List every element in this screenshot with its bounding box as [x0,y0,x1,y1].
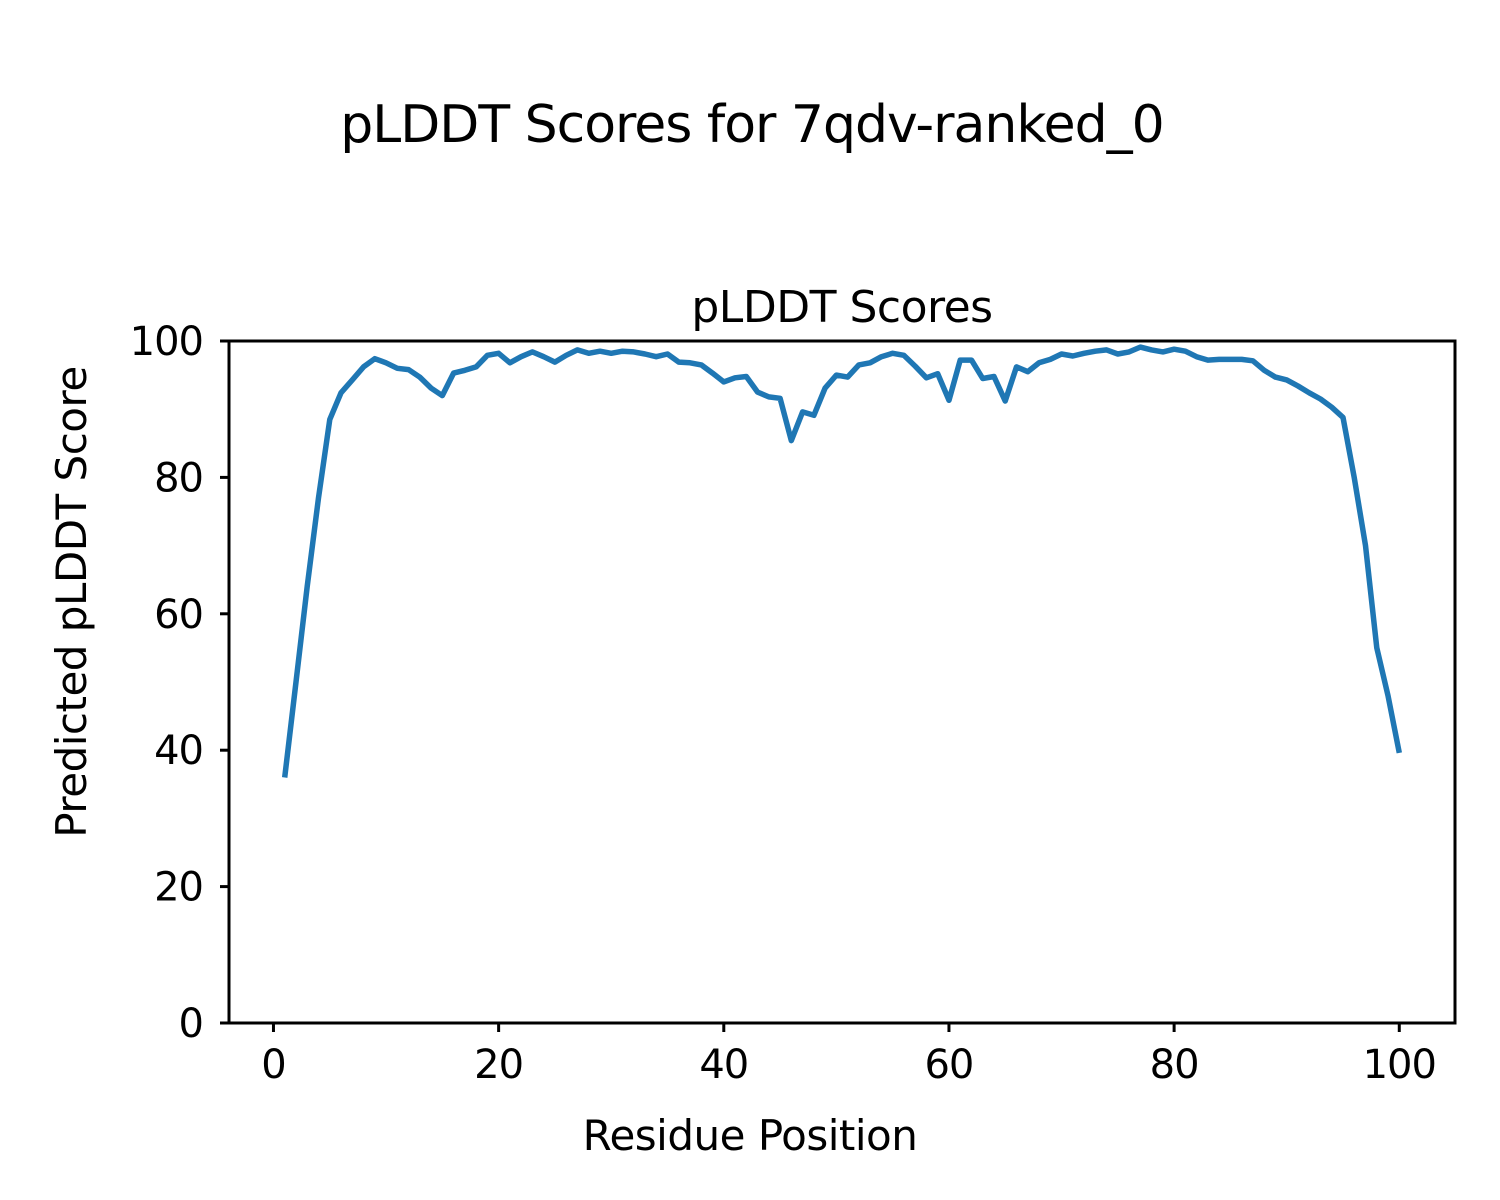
figure-title: pLDDT Scores for 7qdv-ranked_0 [340,95,1163,155]
x-tick-label: 80 [1150,1042,1199,1088]
y-tick-label: 60 [154,592,203,638]
y-tick-label: 0 [179,1001,203,1047]
y-tick-label: 80 [154,455,203,501]
x-tick-label: 20 [474,1042,523,1088]
x-tick-label: 40 [699,1042,748,1088]
y-tick-label: 40 [154,728,203,774]
x-tick-label: 100 [1363,1042,1436,1088]
plddt-series-line [281,344,1402,778]
y-axis-label: Predicted pLDDT Score [47,366,96,837]
y-tick-label: 20 [154,865,203,911]
x-tick-label: 0 [261,1042,285,1088]
axes-spines [227,339,1457,1025]
x-axis-label: Residue Position [583,1111,918,1160]
x-tick-label: 60 [924,1042,973,1088]
plot-area: 0 20 40 60 80 100 0 20 40 60 80 100 [130,319,1457,1088]
axes-title: pLDDT Scores [691,282,992,333]
y-tick-label: 100 [130,319,203,365]
